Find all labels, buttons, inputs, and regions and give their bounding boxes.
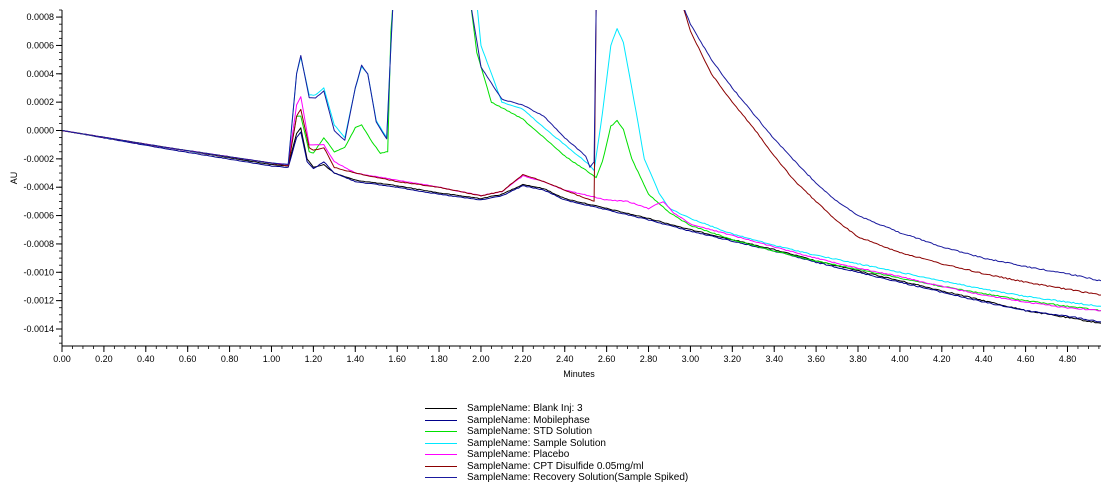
x-tick-label: 4.20 [933, 354, 951, 364]
x-tick-label: 4.40 [975, 354, 993, 364]
x-tick-label: 2.00 [472, 354, 490, 364]
x-tick-label: 1.20 [305, 354, 323, 364]
legend-item: SampleName: Blank Inj: 3 [425, 403, 688, 415]
x-tick-label: 0.20 [95, 354, 113, 364]
x-tick-label: 1.60 [388, 354, 406, 364]
series-line-mobilephase [62, 129, 1101, 323]
legend-label: SampleName: Mobilephase [467, 414, 590, 426]
x-tick-label: 3.20 [724, 354, 742, 364]
x-tick-label: 1.40 [347, 354, 365, 364]
y-tick-label: -0.0004 [23, 182, 54, 192]
x-tick-label: 1.80 [430, 354, 448, 364]
legend-label: SampleName: STD Solution [467, 426, 593, 438]
legend-item: SampleName: Sample Solution [425, 438, 688, 450]
x-tick-label: 3.00 [682, 354, 700, 364]
y-tick-label: -0.0002 [23, 154, 54, 164]
x-tick-label: 0.00 [53, 354, 71, 364]
axes-layer: 0.00 0.20 0.40 0.60 0.80 1.00 1.20 1.40 1.60 1.80… [23, 9, 1101, 364]
x-tick-label: 2.40 [556, 354, 574, 364]
series-line-recovery-solution-sample-spiked [62, 10, 1101, 282]
series-line-blank-inj-3 [62, 127, 1101, 324]
legend-swatch [425, 408, 457, 410]
legend-swatch [425, 442, 457, 444]
x-tick-label: 3.60 [807, 354, 825, 364]
legend-item: SampleName: Mobilephase [425, 415, 688, 427]
series-line-sample-solution [62, 10, 1101, 307]
legend-swatch [425, 477, 457, 479]
y-tick-label: -0.0014 [23, 324, 54, 334]
x-tick-label: 3.40 [765, 354, 783, 364]
x-tick-label: 0.40 [137, 354, 155, 364]
legend-item: SampleName: STD Solution [425, 426, 688, 438]
x-tick-label: 4.60 [1017, 354, 1035, 364]
legend-item: SampleName: Placebo [425, 449, 688, 461]
x-tick-label: 2.80 [640, 354, 658, 364]
x-tick-label: 4.80 [1059, 354, 1077, 364]
legend-swatch [425, 419, 457, 421]
y-tick-label: 0.0004 [26, 69, 54, 79]
legend-label: SampleName: Sample Solution [467, 437, 606, 449]
x-axis-label: Minutes [563, 369, 595, 379]
legend-swatch [425, 465, 457, 467]
x-tick-label: 2.60 [598, 354, 616, 364]
legend-swatch [425, 431, 457, 433]
legend-item: SampleName: CPT Disulfide 0.05mg/ml [425, 461, 688, 473]
legend-label: SampleName: Blank Inj: 3 [467, 403, 583, 415]
y-tick-label: 0.0002 [26, 97, 54, 107]
y-tick-label: 0.0006 [26, 40, 54, 50]
y-tick-label: -0.0006 [23, 211, 54, 221]
legend-label: SampleName: CPT Disulfide 0.05mg/ml [467, 460, 644, 472]
y-tick-label: -0.0012 [23, 296, 54, 306]
y-tick-label: 0.0000 [26, 126, 54, 136]
chart-legend: SampleName: Blank Inj: 3 SampleName: Mobi… [425, 403, 688, 484]
x-tick-label: 4.00 [891, 354, 909, 364]
legend-swatch [425, 454, 457, 456]
series-line-cpt-disulfide-0-05mg-ml [62, 10, 1101, 296]
x-tick-label: 0.60 [179, 354, 197, 364]
x-tick-label: 3.80 [849, 354, 867, 364]
series-layer [62, 10, 1101, 324]
y-tick-label: 0.0008 [26, 12, 54, 22]
legend-label: SampleName: Recovery Solution(Sample Spi… [467, 472, 689, 484]
x-tick-label: 1.00 [263, 354, 281, 364]
y-tick-label: -0.0010 [23, 267, 54, 277]
y-tick-label: -0.0008 [23, 239, 54, 249]
y-axis-label: AU [9, 172, 19, 185]
legend-label: SampleName: Placebo [467, 449, 570, 461]
x-tick-label: 0.80 [221, 354, 239, 364]
x-tick-label: 2.20 [514, 354, 532, 364]
legend-item: SampleName: Recovery Solution(Sample Spi… [425, 472, 688, 484]
